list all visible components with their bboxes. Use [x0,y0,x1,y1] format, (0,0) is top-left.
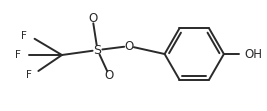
Text: F: F [21,31,26,41]
Text: O: O [105,69,114,82]
Text: F: F [26,70,32,80]
Text: S: S [93,44,101,57]
Text: O: O [88,12,97,25]
Text: F: F [15,50,21,60]
Text: O: O [124,40,134,53]
Text: OH: OH [245,48,263,60]
